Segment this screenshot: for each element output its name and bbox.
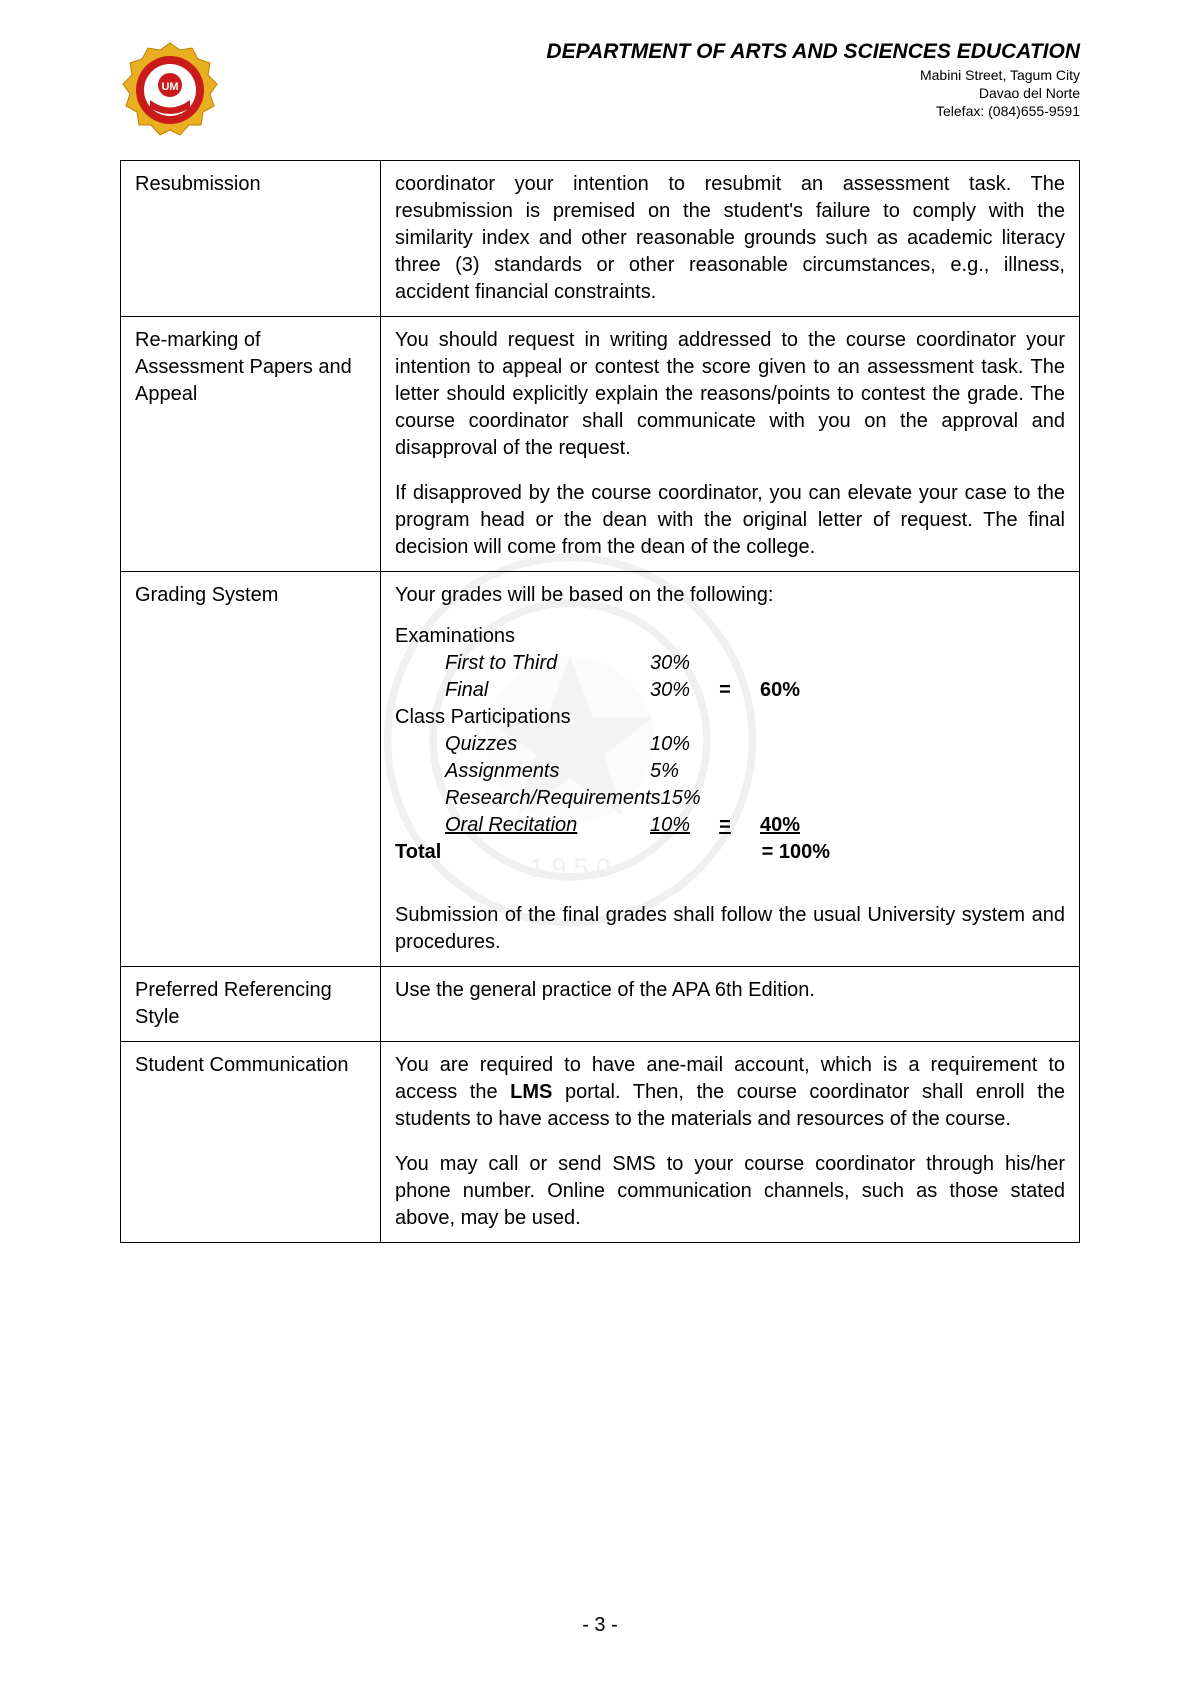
- grading-intro: Your grades will be based on the followi…: [395, 582, 1065, 609]
- grading-pct: 30%: [650, 677, 710, 704]
- grading-table: Examinations First to Third 30% Final 30…: [395, 623, 1065, 866]
- grading-item: Oral Recitation: [395, 812, 650, 839]
- row-content: You should request in writing addressed …: [381, 317, 1080, 572]
- address-line-3: Telefax: (084)655-9591: [240, 102, 1080, 120]
- school-logo: UM: [120, 40, 220, 140]
- address-line-1: Mabini Street, Tagum City: [240, 66, 1080, 84]
- grading-item: Final: [395, 677, 650, 704]
- grading-item: First to Third: [395, 650, 650, 677]
- table-row: Preferred Referencing Style Use the gene…: [121, 967, 1080, 1042]
- row-content: Your grades will be based on the followi…: [381, 572, 1080, 967]
- table-row: Grading System Your grades will be based…: [121, 572, 1080, 967]
- policy-table: Resubmission coordinator your intention …: [120, 160, 1080, 1243]
- table-row: Resubmission coordinator your intention …: [121, 161, 1080, 317]
- grading-footer: Submission of the final grades shall fol…: [395, 902, 1065, 956]
- grading-subtotal: 60%: [740, 677, 800, 704]
- grading-pct: 10%: [650, 812, 710, 839]
- page-number: - 3 -: [0, 1614, 1200, 1637]
- address-line-2: Davao del Norte: [240, 84, 1080, 102]
- page-header: UM DEPARTMENT OF ARTS AND SCIENCES EDUCA…: [120, 40, 1080, 140]
- equals-sign: =: [710, 677, 740, 704]
- paragraph: If disapproved by the course coordinator…: [395, 480, 1065, 561]
- grading-pct: 30%: [650, 650, 710, 677]
- grading-item: Quizzes: [395, 731, 650, 758]
- row-content: You are required to have ane-mail accoun…: [381, 1042, 1080, 1243]
- paragraph: You are required to have ane-mail accoun…: [395, 1052, 1065, 1133]
- grading-pct: 10%: [650, 731, 710, 758]
- row-label: Grading System: [121, 572, 381, 967]
- svg-text:UM: UM: [161, 81, 178, 93]
- header-text-block: DEPARTMENT OF ARTS AND SCIENCES EDUCATIO…: [220, 40, 1080, 121]
- grading-subtotal: 40%: [740, 812, 800, 839]
- row-content: coordinator your intention to resubmit a…: [381, 161, 1080, 317]
- lms-keyword: LMS: [510, 1081, 552, 1103]
- table-row: Re-marking of Assessment Papers and Appe…: [121, 317, 1080, 572]
- grading-total-label: Total: [395, 839, 650, 866]
- table-row: Student Communication You are required t…: [121, 1042, 1080, 1243]
- grading-header: Class Participations: [395, 704, 650, 731]
- grading-header: Examinations: [395, 623, 650, 650]
- equals-sign: =: [710, 812, 740, 839]
- grading-pct: 15%: [661, 785, 721, 812]
- grading-item: Assignments: [395, 758, 650, 785]
- row-label: Student Communication: [121, 1042, 381, 1243]
- grading-pct: 5%: [650, 758, 710, 785]
- paragraph: You should request in writing addressed …: [395, 327, 1065, 462]
- paragraph: You may call or send SMS to your course …: [395, 1151, 1065, 1232]
- row-label: Re-marking of Assessment Papers and Appe…: [121, 317, 381, 572]
- grading-item: Research/Requirements: [395, 785, 661, 812]
- row-content: Use the general practice of the APA 6th …: [381, 967, 1080, 1042]
- grading-grand-total: = 100%: [740, 839, 830, 866]
- department-title: DEPARTMENT OF ARTS AND SCIENCES EDUCATIO…: [240, 40, 1080, 64]
- row-label: Preferred Referencing Style: [121, 967, 381, 1042]
- row-label: Resubmission: [121, 161, 381, 317]
